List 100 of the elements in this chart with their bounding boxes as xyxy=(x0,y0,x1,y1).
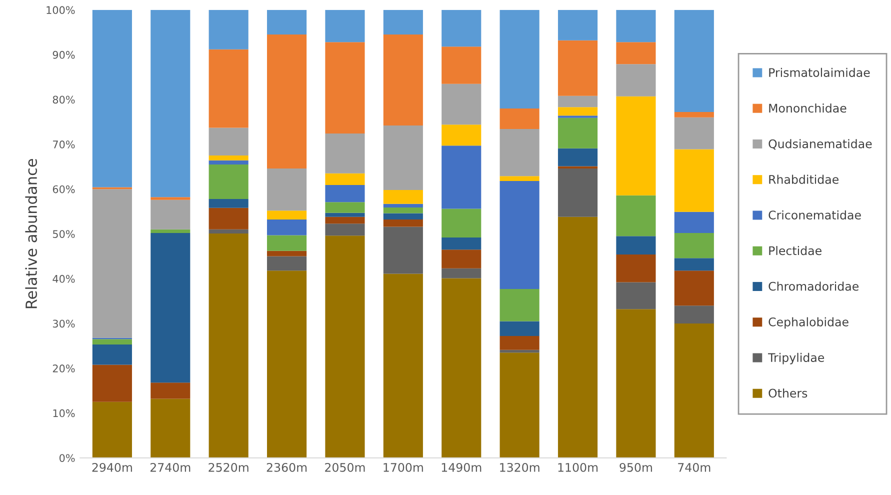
legend-label: Rhabditidae xyxy=(769,174,838,184)
legend-label: Cephalobidae xyxy=(768,317,848,329)
x-tick-label: 950m xyxy=(620,462,652,472)
y-tick-label: 100% xyxy=(46,6,75,14)
bar xyxy=(267,210,307,220)
bar xyxy=(442,84,482,125)
x-tick-label: 2740m xyxy=(150,462,190,472)
bar xyxy=(383,207,423,214)
legend-label: Qudsianematidae xyxy=(768,139,872,150)
bar xyxy=(558,10,598,40)
bar xyxy=(616,42,656,64)
bar xyxy=(208,229,248,234)
bar xyxy=(674,323,714,458)
bar xyxy=(500,10,540,108)
bar xyxy=(383,125,423,190)
legend-label: Plectidae xyxy=(769,246,822,256)
bar xyxy=(500,352,540,458)
bar xyxy=(325,202,365,213)
bar xyxy=(92,10,132,188)
bar xyxy=(325,185,365,202)
y-tick-label: 40% xyxy=(52,274,75,283)
bar xyxy=(442,146,482,209)
bar xyxy=(616,254,656,282)
bar xyxy=(92,402,132,458)
bar xyxy=(383,226,423,274)
bar xyxy=(208,233,248,458)
bar xyxy=(500,176,540,182)
bar xyxy=(500,129,540,176)
bar xyxy=(442,10,482,47)
bar xyxy=(383,190,423,204)
bar xyxy=(442,208,482,238)
bar xyxy=(150,10,190,198)
bar xyxy=(208,164,248,199)
y-tick-label: 50% xyxy=(52,230,75,238)
bar xyxy=(325,173,365,186)
bar xyxy=(442,46,482,84)
x-tick-label: 1320m xyxy=(500,462,540,472)
bar xyxy=(674,258,714,271)
bar xyxy=(558,40,598,96)
bar xyxy=(150,232,190,383)
y-tick-label: 90% xyxy=(52,50,75,59)
y-tick-label: 20% xyxy=(52,364,75,372)
y-tick-label: 60% xyxy=(52,185,75,194)
y-tick-label: 70% xyxy=(53,140,75,148)
bar xyxy=(500,181,540,289)
bar xyxy=(558,96,598,108)
x-tick-label: 2050m xyxy=(325,462,365,472)
x-tick-label: 2940m xyxy=(92,462,132,472)
bar xyxy=(150,200,190,230)
bar xyxy=(208,198,248,208)
bar xyxy=(267,168,307,211)
bar xyxy=(150,398,190,458)
y-axis-title: Relative abundance xyxy=(25,158,38,308)
legend-label: Chromadoridae xyxy=(768,282,859,291)
bar xyxy=(674,212,714,233)
bar xyxy=(558,168,598,217)
bar xyxy=(267,10,307,35)
bar xyxy=(674,149,714,212)
bar xyxy=(267,34,307,168)
bar xyxy=(92,344,132,365)
bar xyxy=(208,208,248,230)
bar xyxy=(325,224,365,236)
bar xyxy=(500,321,540,336)
bar xyxy=(383,204,423,208)
x-tick-label: 1490m xyxy=(442,462,482,472)
bar xyxy=(674,306,714,324)
bar xyxy=(616,309,656,458)
bar xyxy=(208,128,248,156)
bar xyxy=(325,236,365,458)
bar xyxy=(442,278,482,458)
bar xyxy=(616,96,656,196)
bar xyxy=(674,270,714,306)
bar xyxy=(558,107,598,116)
bar xyxy=(92,189,132,338)
bar xyxy=(208,155,248,160)
y-tick-label: 10% xyxy=(53,409,75,418)
bar xyxy=(674,117,714,150)
bar xyxy=(92,364,132,402)
x-tick-label: 1700m xyxy=(384,462,423,472)
bar xyxy=(325,42,365,134)
bar xyxy=(442,237,482,250)
bar xyxy=(500,108,540,130)
y-tick-label: 30% xyxy=(52,320,75,328)
bar xyxy=(267,250,307,256)
x-tick-label: 2520m xyxy=(208,462,248,472)
bar xyxy=(150,197,190,200)
bar xyxy=(383,274,423,458)
bar xyxy=(500,336,540,350)
bar xyxy=(267,270,307,458)
legend-label: Prismatolaimidae xyxy=(769,68,870,77)
bar xyxy=(325,10,365,42)
bar xyxy=(383,213,423,220)
y-tick-label: 80% xyxy=(52,96,75,104)
bar xyxy=(383,220,423,227)
bar xyxy=(150,382,190,399)
bar xyxy=(208,160,248,164)
bar xyxy=(267,235,307,251)
legend-label: Others xyxy=(768,388,808,398)
y-tick-label: 0% xyxy=(59,454,75,462)
legend-label: Criconematidae xyxy=(768,210,861,220)
